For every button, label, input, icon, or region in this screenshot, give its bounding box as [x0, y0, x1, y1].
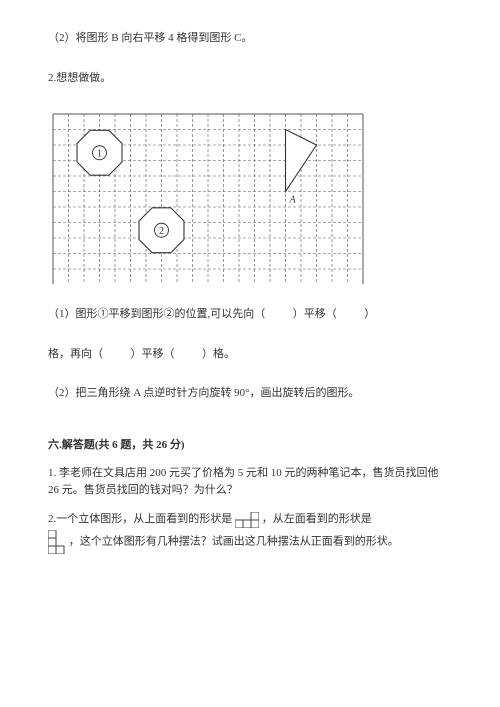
q-item-2: （2）将图形 B 向右平移 4 格得到图形 C。	[48, 30, 452, 48]
q2-sub1-line1: （1）图形①平移到图形②的位置,可以先向（ ）平移（ ）	[48, 306, 452, 324]
svg-text:2: 2	[159, 226, 164, 237]
q2-sub1-blank2	[340, 308, 362, 320]
shape-top-view	[235, 508, 259, 530]
s6-q2-c: ，这个立体图形有几种摆法？试画出这几种摆法从正面看到的形状。	[69, 536, 399, 548]
q2-sub1-b: ）平移（	[293, 308, 337, 320]
svg-text:A: A	[289, 195, 297, 206]
q2-title: 2.想想做做。	[48, 70, 452, 88]
s6-q1-text: 1. 李老师在文具店用 200 元买了价格为 5 元和 10 元的两种笔记本，售…	[48, 467, 439, 497]
s6-q2-a: 2.一个立体图形，从上面看到的形状是	[48, 513, 232, 525]
q2-sub1-blank3	[106, 348, 128, 360]
svg-text:1: 1	[97, 148, 102, 159]
q-item-2-text: （2）将图形 B 向右平移 4 格得到图形 C。	[48, 32, 252, 44]
q2-title-text: 2.想想做做。	[48, 72, 111, 84]
q2-sub1-c: ）	[364, 308, 375, 320]
q2-sub2-text: （2）把三角形绕 A 点逆时针方向旋转 90°，画出旋转后的图形。	[48, 387, 359, 399]
s6-q2: 2.一个立体图形，从上面看到的形状是 ，从左面看到的形状是 ，这个立体图形有几种…	[48, 508, 452, 554]
grid-figure: 1 2 A	[48, 109, 368, 284]
q2-sub1-f: ）格。	[202, 348, 235, 360]
q2-sub1-blank4	[177, 348, 199, 360]
s6-q1: 1. 李老师在文具店用 200 元买了价格为 5 元和 10 元的两种笔记本，售…	[48, 465, 452, 500]
q2-sub1-line2: 格，再向（ ）平移（ ）格。	[48, 346, 452, 364]
q2-sub1-a: （1）图形①平移到图形②的位置,可以先向（	[48, 308, 265, 320]
q2-sub1-blank1	[268, 308, 290, 320]
section-6-title: 六.解答题(共 6 题，共 26 分)	[48, 437, 452, 455]
s6-q2-b: ，从左面看到的形状是	[262, 513, 372, 525]
q2-sub2: （2）把三角形绕 A 点逆时针方向旋转 90°，画出旋转后的图形。	[48, 385, 452, 403]
q2-sub1-d: 格，再向（	[48, 348, 103, 360]
section-6-title-text: 六.解答题(共 6 题，共 26 分)	[48, 439, 185, 451]
q2-sub1-e: ）平移（	[131, 348, 175, 360]
shape-left-view	[48, 530, 66, 554]
